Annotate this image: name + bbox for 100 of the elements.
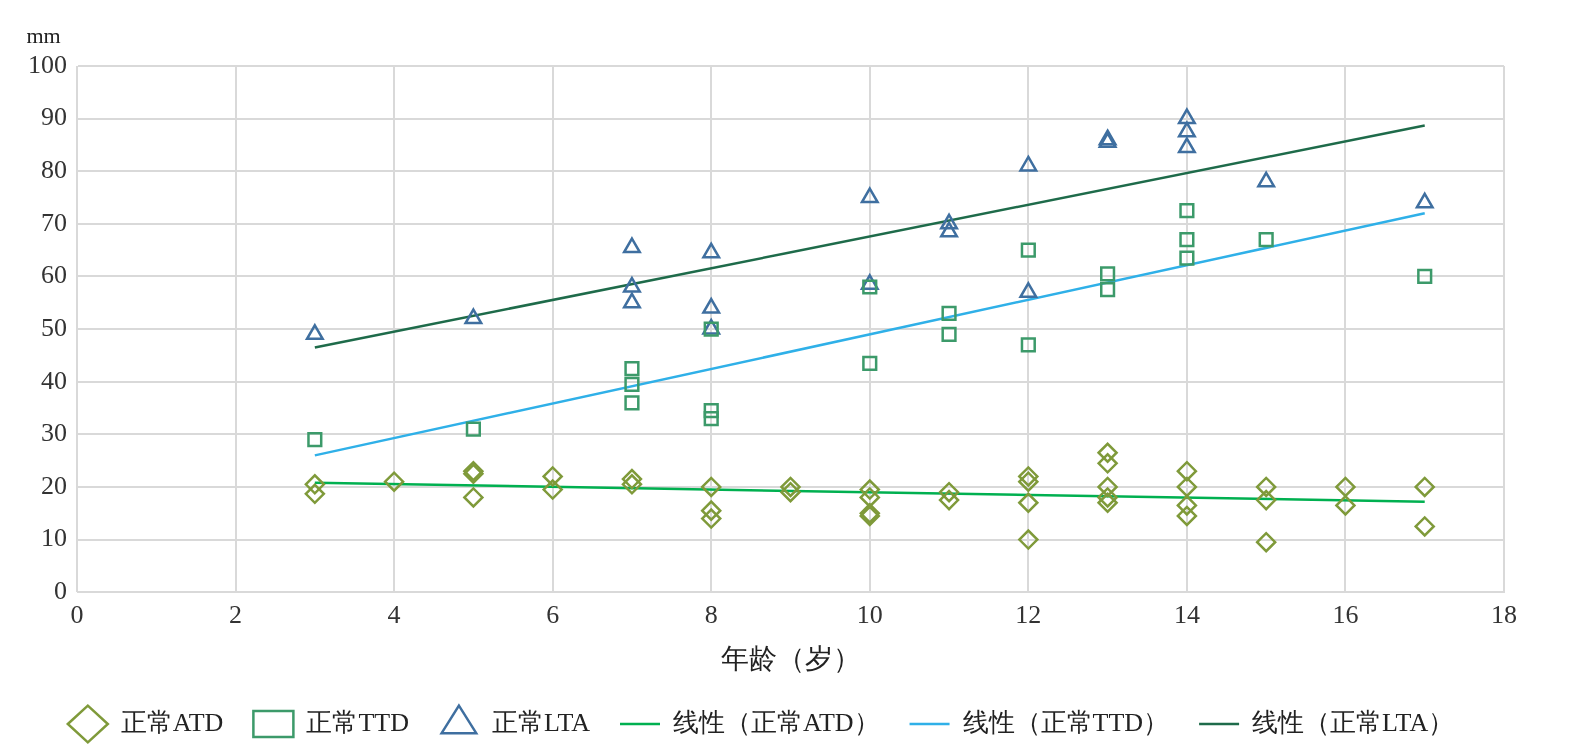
point xyxy=(542,479,563,500)
x-tick-label: 4 xyxy=(387,599,401,629)
point xyxy=(624,376,640,392)
point xyxy=(542,466,563,487)
point xyxy=(1415,192,1434,209)
x-axis-title: 年龄（岁） xyxy=(720,642,861,674)
y-tick-label: 20 xyxy=(41,470,67,500)
legend-label: 线性（正常TTD） xyxy=(962,707,1170,737)
point xyxy=(1414,476,1435,498)
point xyxy=(1019,155,1038,172)
x-tick-label: 16 xyxy=(1332,599,1359,629)
point xyxy=(305,324,324,341)
point xyxy=(621,474,643,495)
point xyxy=(1018,529,1039,550)
point xyxy=(703,410,719,427)
point xyxy=(1019,282,1038,299)
point xyxy=(1258,232,1274,248)
point xyxy=(621,468,643,490)
point xyxy=(1100,282,1116,298)
point xyxy=(860,187,879,204)
point xyxy=(700,476,722,498)
y-tick-label: 10 xyxy=(41,523,67,553)
point xyxy=(941,305,957,321)
point xyxy=(304,474,326,495)
y-tick-label: 40 xyxy=(41,365,67,395)
point xyxy=(1097,442,1118,464)
point xyxy=(622,276,641,293)
y-axis-title: mm xyxy=(26,22,61,48)
point xyxy=(941,326,957,342)
point xyxy=(1097,476,1118,498)
point xyxy=(1177,121,1196,138)
point xyxy=(1255,476,1277,498)
point xyxy=(624,360,640,377)
x-tick-label: 6 xyxy=(546,599,560,629)
point xyxy=(1097,487,1118,508)
point xyxy=(1417,268,1433,285)
point xyxy=(1179,232,1195,248)
point xyxy=(1257,171,1276,188)
point xyxy=(622,237,641,254)
point xyxy=(1255,489,1277,511)
point xyxy=(1176,460,1198,482)
legend-label: 线性（正常LTA） xyxy=(1252,707,1455,737)
x-tick-label: 10 xyxy=(856,599,883,629)
point xyxy=(465,421,481,437)
point xyxy=(1179,250,1195,266)
point xyxy=(464,308,483,325)
point xyxy=(1179,203,1195,219)
point xyxy=(1097,453,1118,474)
point xyxy=(940,221,959,238)
y-tick-label: 80 xyxy=(41,155,67,185)
x-tick-label: 12 xyxy=(1015,599,1042,629)
point xyxy=(1100,266,1116,282)
point xyxy=(1335,476,1356,498)
point xyxy=(1018,471,1039,492)
x-tick-label: 2 xyxy=(229,599,243,629)
point xyxy=(1176,505,1198,527)
point xyxy=(1335,495,1356,516)
point xyxy=(304,483,326,505)
x-tick-label: 8 xyxy=(704,599,718,629)
point xyxy=(702,297,721,314)
y-tick-label: 30 xyxy=(41,418,67,448)
point xyxy=(1020,242,1036,258)
point xyxy=(859,487,881,508)
point xyxy=(862,355,878,371)
legend-label: 正常TTD xyxy=(306,707,409,737)
point xyxy=(700,508,722,529)
point xyxy=(780,481,801,503)
point xyxy=(938,489,960,511)
y-tick-label: 90 xyxy=(41,102,67,132)
point xyxy=(1414,516,1435,537)
x-tick-label: 18 xyxy=(1491,599,1517,629)
legend-label: 正常ATD xyxy=(120,707,224,737)
y-tick-label: 100 xyxy=(28,49,67,79)
point xyxy=(463,487,484,508)
point xyxy=(1018,466,1039,487)
point xyxy=(700,500,722,521)
y-tick-label: 0 xyxy=(54,576,67,606)
point xyxy=(780,476,801,498)
point xyxy=(1176,476,1198,498)
point xyxy=(624,395,640,411)
point xyxy=(1020,337,1036,353)
point xyxy=(703,403,719,419)
point xyxy=(1018,492,1039,513)
point xyxy=(1177,137,1196,154)
point xyxy=(383,471,405,492)
point xyxy=(940,213,959,230)
point xyxy=(702,242,721,259)
y-tick-label: 50 xyxy=(41,312,67,342)
point xyxy=(622,292,641,309)
point xyxy=(307,431,323,448)
point xyxy=(1097,492,1118,513)
point xyxy=(1177,108,1196,125)
point xyxy=(938,481,960,503)
point xyxy=(859,479,881,500)
point xyxy=(1255,531,1277,553)
y-tick-label: 60 xyxy=(41,260,67,290)
point xyxy=(1176,495,1198,516)
x-tick-label: 14 xyxy=(1173,599,1200,629)
legend-label: 线性（正常ATD） xyxy=(673,707,880,737)
legend-label: 正常LTA xyxy=(491,707,591,737)
